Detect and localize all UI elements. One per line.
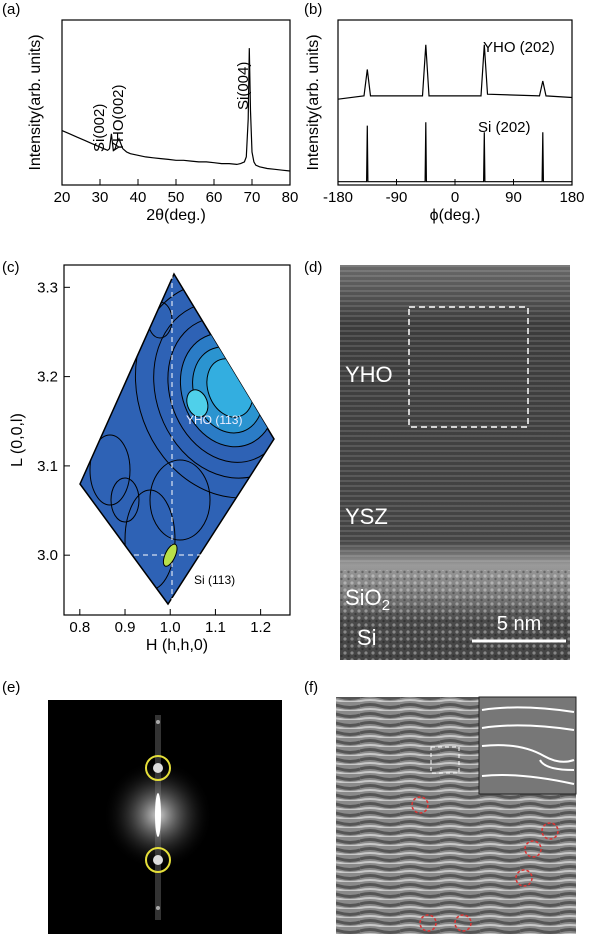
series-label: Si (202) <box>478 119 531 136</box>
layer-label: SiO <box>345 585 382 610</box>
peak-label: Si(002) <box>91 104 108 152</box>
y-axis-label: L (0,0,l) <box>9 413 26 467</box>
x-axis-label: H (h,h,0) <box>146 637 208 654</box>
y-tick-label: 3.0 <box>37 547 58 564</box>
x-tick-label: 1.0 <box>160 619 181 636</box>
peak-label: Si(004) <box>235 62 252 110</box>
peak <box>162 543 178 567</box>
trace <box>338 122 572 183</box>
series-label: YHO (202) <box>483 39 555 56</box>
y-axis-label: Intensity(arb. units) <box>27 34 44 170</box>
layer-label: SiO2 <box>345 585 390 614</box>
layer-label: YSZ <box>345 504 388 529</box>
x-tick-label: 180 <box>559 189 584 206</box>
peak-label: Si (113) <box>194 573 235 587</box>
x-tick-label: -180 <box>323 189 353 206</box>
y-tick-label: 3.3 <box>37 279 58 296</box>
y-tick-label: 3.2 <box>37 369 58 386</box>
x-tick-label: -90 <box>386 189 408 206</box>
x-axis-label: ϕ(deg.) <box>430 207 481 224</box>
x-tick-label: 30 <box>92 189 109 206</box>
fft-image <box>48 700 282 934</box>
x-tick-label: 90 <box>505 189 522 206</box>
x-tick-label: 0.8 <box>69 619 90 636</box>
x-tick-label: 40 <box>130 189 147 206</box>
tem-image <box>340 265 570 660</box>
x-tick-label: 1.1 <box>205 619 226 636</box>
x-axis-label: 2θ(deg.) <box>146 207 206 224</box>
peak-label: YHO (113) <box>186 413 242 427</box>
peak-label: YHO(002) <box>110 84 127 152</box>
layer-label: Si <box>357 625 377 650</box>
x-tick-label: 80 <box>282 189 299 206</box>
x-tick-label: 0.9 <box>115 619 136 636</box>
x-tick-label: 20 <box>54 189 71 206</box>
panel-label: (b) <box>304 1 322 18</box>
filtered-image <box>336 696 577 934</box>
panel-label: (a) <box>2 1 20 18</box>
panel-label: (c) <box>2 259 20 276</box>
x-tick-label: 50 <box>168 189 185 206</box>
panel-label: (f) <box>304 679 318 696</box>
trace <box>61 48 291 172</box>
x-tick-label: 0 <box>451 189 459 206</box>
trace <box>337 44 573 100</box>
y-tick-label: 3.1 <box>37 458 58 475</box>
y-axis-label: Intensity(arb. units) <box>305 34 322 170</box>
scale-bar-label: 5 nm <box>497 613 541 635</box>
axes-frame <box>63 264 291 616</box>
layer-label: YHO <box>345 362 393 387</box>
panel-label: (d) <box>304 259 322 276</box>
x-tick-label: 70 <box>244 189 261 206</box>
panel-label: (e) <box>2 679 20 696</box>
x-tick-label: 60 <box>206 189 223 206</box>
x-tick-label: 1.2 <box>250 619 271 636</box>
peak <box>186 389 209 418</box>
contour-map <box>79 272 275 606</box>
subscript: 2 <box>382 597 390 614</box>
